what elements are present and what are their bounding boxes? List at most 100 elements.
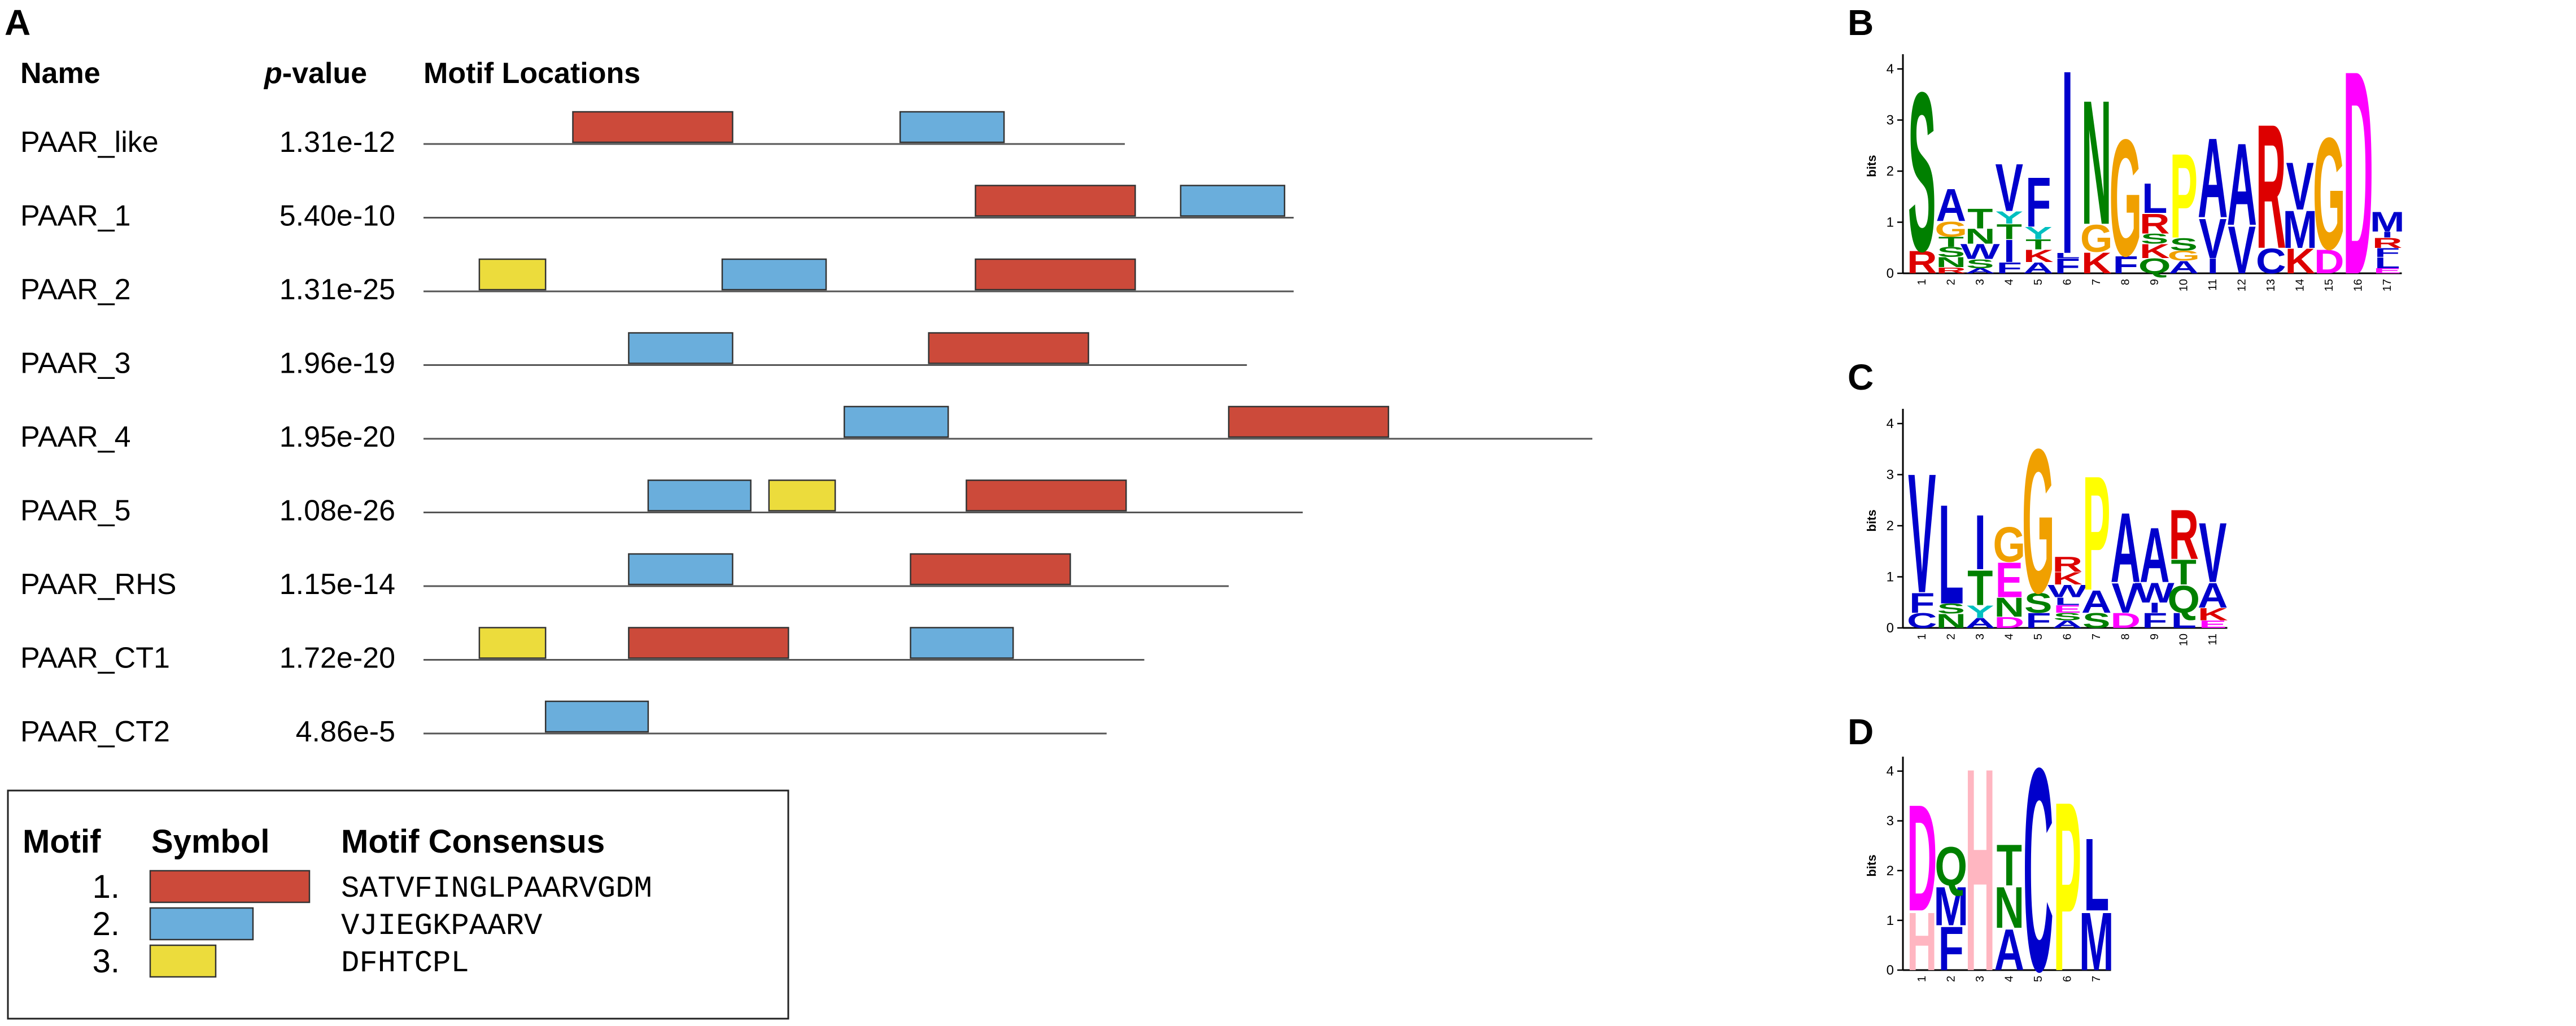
logo-residue-N: N: [1936, 254, 1966, 270]
logo-residue-I: I: [2003, 233, 2015, 269]
logo-y-tick-label: 0: [1887, 621, 1894, 636]
pvalue-header-p: p: [263, 57, 282, 90]
logo-residue-D: D: [2343, 10, 2373, 335]
logo-residue-P: P: [2170, 128, 2198, 263]
logo-y-tick-label: 0: [1887, 266, 1894, 281]
logo-residue-Y: Y: [1996, 208, 2023, 228]
logo-residue-V: V: [1908, 438, 1936, 628]
sequence-pvalue: 5.40e-10: [280, 200, 395, 233]
logo-residue-R: R: [2052, 553, 2082, 577]
logo-residue-E: E: [1996, 553, 2023, 608]
logo-y-tick-label: 1: [1887, 570, 1894, 585]
logo-residue-K: K: [2198, 604, 2228, 624]
logo-residue-F: F: [1997, 259, 2022, 277]
logo-position-label: 5: [2032, 976, 2045, 982]
motif-2-block: [910, 627, 1014, 659]
logo-y-tick-label: 2: [1887, 518, 1894, 534]
logo-position-label: 7: [2090, 279, 2103, 285]
logo-residue-S: S: [2141, 231, 2168, 247]
logo-y-tick-label: 4: [1887, 764, 1894, 779]
logo-residue-N: N: [1936, 610, 1966, 632]
logo-position-label: 13: [2265, 279, 2277, 291]
sequence-name: PAAR_1: [20, 200, 131, 233]
motif-1-block: [975, 258, 1136, 291]
logo-residue-S: S: [1966, 256, 1994, 271]
logo-position-label: 10: [2177, 279, 2190, 291]
logo-position-label: 1: [1916, 634, 1928, 640]
motif-1-block: [910, 553, 1071, 586]
sequence-name: PAAR_4: [20, 421, 131, 453]
logo-residue-L: L: [2055, 596, 2080, 608]
logo-position-label: 11: [2207, 634, 2219, 645]
logo-position-label: 2: [1945, 976, 1957, 982]
logo-residue-I: I: [2062, 15, 2073, 309]
logo-position-label: 7: [2090, 976, 2103, 982]
logo-residue-S: S: [2024, 587, 2052, 619]
logo-residue-P: P: [2082, 442, 2110, 624]
logo-residue-Q: Q: [2167, 578, 2200, 621]
logo-residue-L: L: [2374, 254, 2400, 272]
logo-residue-S: S: [1937, 244, 1965, 260]
logo-y-tick-label: 1: [1887, 913, 1894, 928]
pvalue-header-rest: -value: [282, 57, 367, 90]
name-column-header: Name: [20, 57, 101, 90]
logo-residue-K: K: [2081, 246, 2112, 280]
motif-1-block: [975, 185, 1136, 217]
panel-letter: D: [1848, 711, 1874, 752]
logo-residue-G: G: [2167, 248, 2200, 264]
logo-residue-W: W: [2135, 577, 2175, 609]
logo-position-label: 2: [1945, 634, 1957, 640]
logo-residue-Q: Q: [2138, 255, 2171, 278]
motif-1-block: [1228, 405, 1390, 438]
panel-a-letter: A: [5, 2, 30, 43]
sequence-pvalue: 1.08e-26: [280, 495, 395, 527]
motif-1-block: [928, 332, 1089, 364]
logo-residue-S: S: [2170, 234, 2198, 254]
legend-frame: [7, 789, 789, 1020]
legend-consensus-header: Motif Consensus: [341, 823, 605, 860]
logo-position-label: 5: [2032, 634, 2045, 640]
logo-residue-A: A: [2140, 512, 2170, 599]
logo-position-label: 11: [2207, 279, 2219, 291]
logo-residue-H: H: [1907, 895, 1937, 988]
logo-residue-E: E: [2373, 267, 2401, 275]
logo-residue-S: S: [2054, 611, 2081, 623]
motif-2-block: [721, 258, 827, 291]
logo-residue-F: F: [2025, 609, 2051, 633]
logo-residue-K: K: [2023, 246, 2054, 266]
motif-row: PAAR_5 1.08e-26: [20, 479, 1303, 527]
motif-locations-header: Motif Locations: [423, 57, 640, 90]
logo-residue-H: H: [1965, 708, 1996, 1026]
logo-y-axis-label: bits: [1865, 155, 1879, 177]
motif-2-block: [628, 553, 733, 586]
logo-y-tick-label: 2: [1887, 164, 1894, 179]
motif-row: PAAR_CT2 4.86e-5: [20, 700, 1107, 748]
sequence-pvalue: 1.31e-12: [280, 126, 395, 159]
sequence-pvalue: 1.31e-25: [280, 273, 395, 306]
logo-residue-A: A: [1965, 267, 1996, 275]
logo-residue-G: G: [1993, 517, 2025, 572]
motif-3-block: [478, 627, 547, 659]
logo-residue-F: F: [2113, 251, 2138, 278]
motif-2-block: [899, 111, 1005, 143]
logo-residue-M: M: [2079, 895, 2114, 988]
logo-residue-L: L: [2171, 609, 2197, 633]
logo-y-tick-label: 3: [1887, 468, 1894, 483]
logo-residue-G: G: [2022, 406, 2055, 636]
logo-residue-S: S: [1937, 601, 1965, 617]
logo-residue-R: R: [2256, 88, 2286, 286]
logo-residue-R: R: [2168, 495, 2199, 574]
logo-residue-V: V: [1996, 151, 2023, 226]
logo-position-label: 10: [2177, 634, 2190, 646]
logo-position-label: 3: [1974, 634, 1986, 640]
logo-residue-M: M: [2282, 199, 2317, 259]
logo-position-label: 6: [2061, 279, 2073, 285]
logo-residue-F: F: [1938, 914, 1964, 983]
logo-residue-T: T: [1967, 203, 1993, 235]
motif-2-block: [647, 479, 752, 512]
logo-y-tick-label: 0: [1887, 963, 1894, 978]
legend-symbol-motif-2: [149, 907, 254, 941]
logo-position-label: 8: [2119, 279, 2132, 285]
sequence-pvalue: 1.96e-19: [280, 347, 395, 380]
